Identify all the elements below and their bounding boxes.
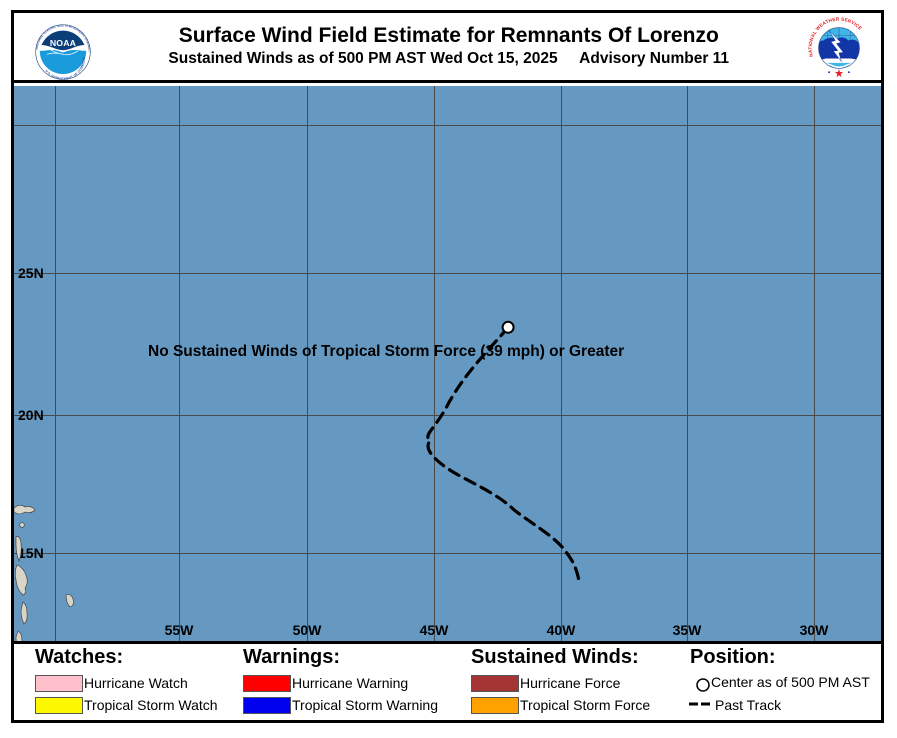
svg-text:NOAA: NOAA xyxy=(50,38,77,48)
